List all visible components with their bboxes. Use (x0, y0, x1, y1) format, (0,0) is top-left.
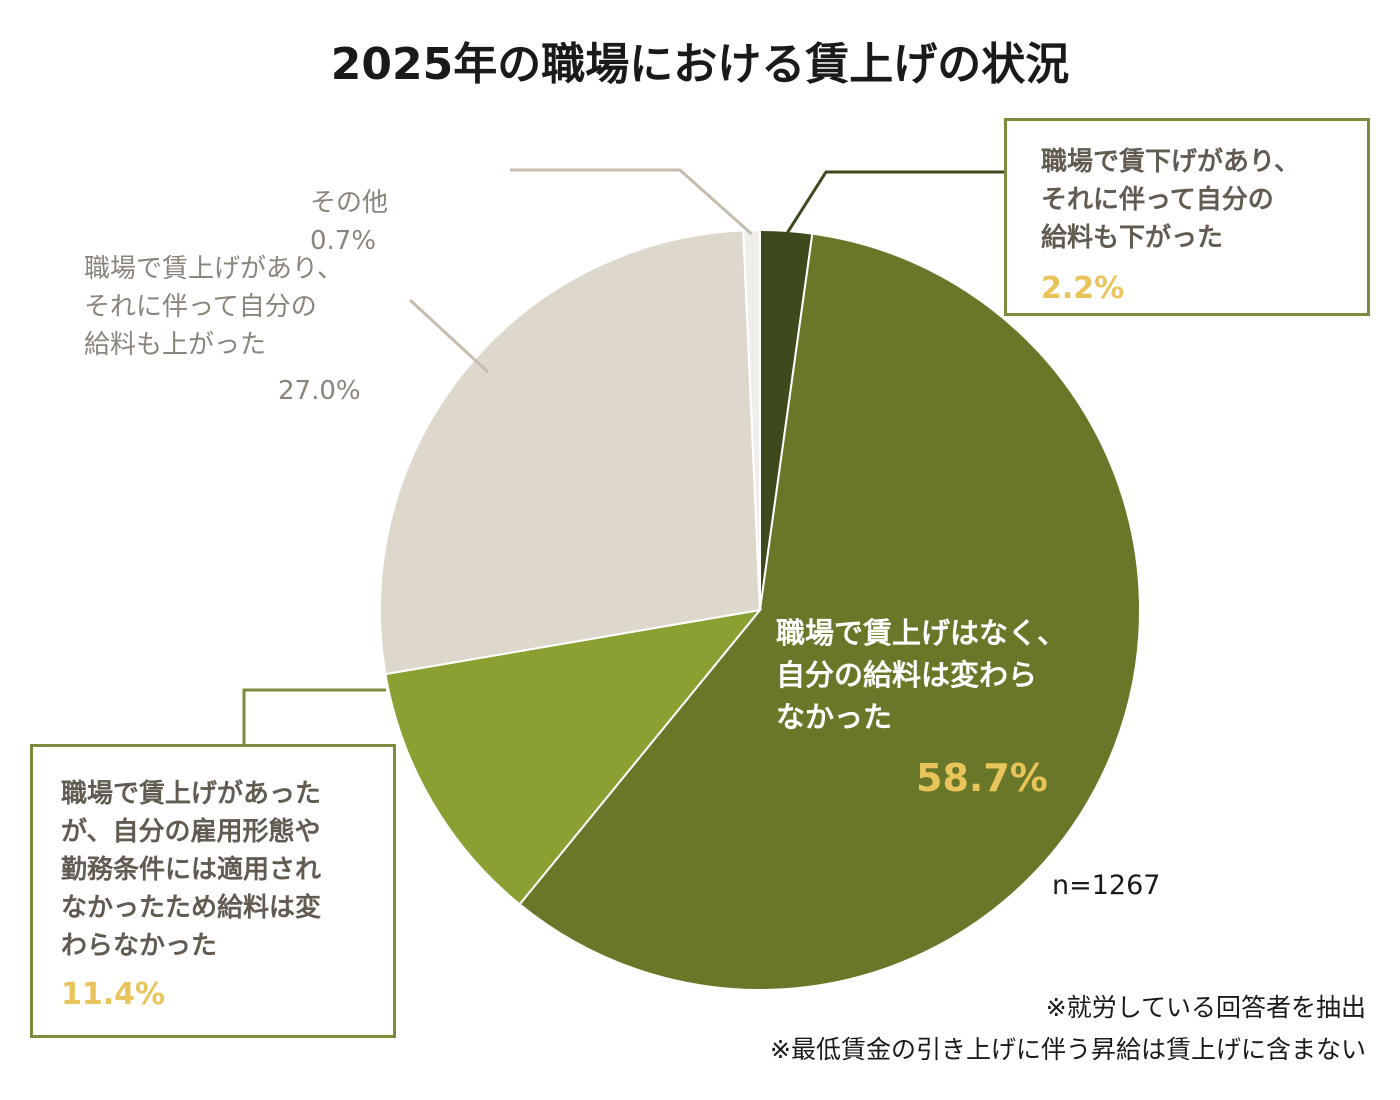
callout-decrease: 職場で賃下げがあり、 それに伴って自分の 給料も下がった 2.2% (1004, 118, 1370, 316)
slice-pct-not-applied: 11.4% (61, 977, 166, 1012)
slice-pct-other: 0.7% (310, 226, 377, 256)
other-label-group: その他 0.7% (310, 146, 388, 260)
pie-slice-raised (379, 229, 762, 676)
pie-slice-other (742, 228, 761, 611)
sample-size: n=1267 (1052, 870, 1161, 901)
leader-line-decrease (784, 170, 1004, 236)
callout-not-applied: 職場で賃上げがあった が、自分の雇用形態や 勤務条件には適用され なかったため給… (30, 744, 396, 1038)
chart-title: 2025年の職場における賃上げの状況 (330, 39, 1070, 90)
pie-slice-unchanged (518, 232, 1141, 991)
slice-pct-raised: 27.0% (278, 376, 361, 406)
slice-label-raised: 職場で賃上げがあり、 それに伴って自分の 給料も上がった (84, 254, 343, 360)
slice-label-not-applied: 職場で賃上げがあった が、自分の雇用形態や 勤務条件には適用され なかったため給… (61, 779, 322, 961)
pie-slice-not-applied (384, 608, 763, 906)
slice-label-decrease: 職場で賃下げがあり、 それに伴って自分の 給料も下がった (1041, 147, 1300, 253)
leader-line-raised (408, 298, 490, 374)
slice-pct-decrease: 2.2% (1041, 271, 1125, 306)
leader-line-not-applied (242, 688, 386, 744)
footnote-1: ※就労している回答者を抽出 (1045, 993, 1366, 1022)
footnote-2: ※最低賃金の引き上げに伴う昇給は賃上げに含まない (770, 1035, 1366, 1064)
slice-label-unchanged: 職場で賃上げはなく、 自分の給料は変わら なかった (776, 616, 1067, 734)
leader-line-other (510, 168, 753, 236)
slice-pct-unchanged: 58.7% (916, 756, 1048, 800)
slice-label-other: その他 (310, 188, 389, 218)
